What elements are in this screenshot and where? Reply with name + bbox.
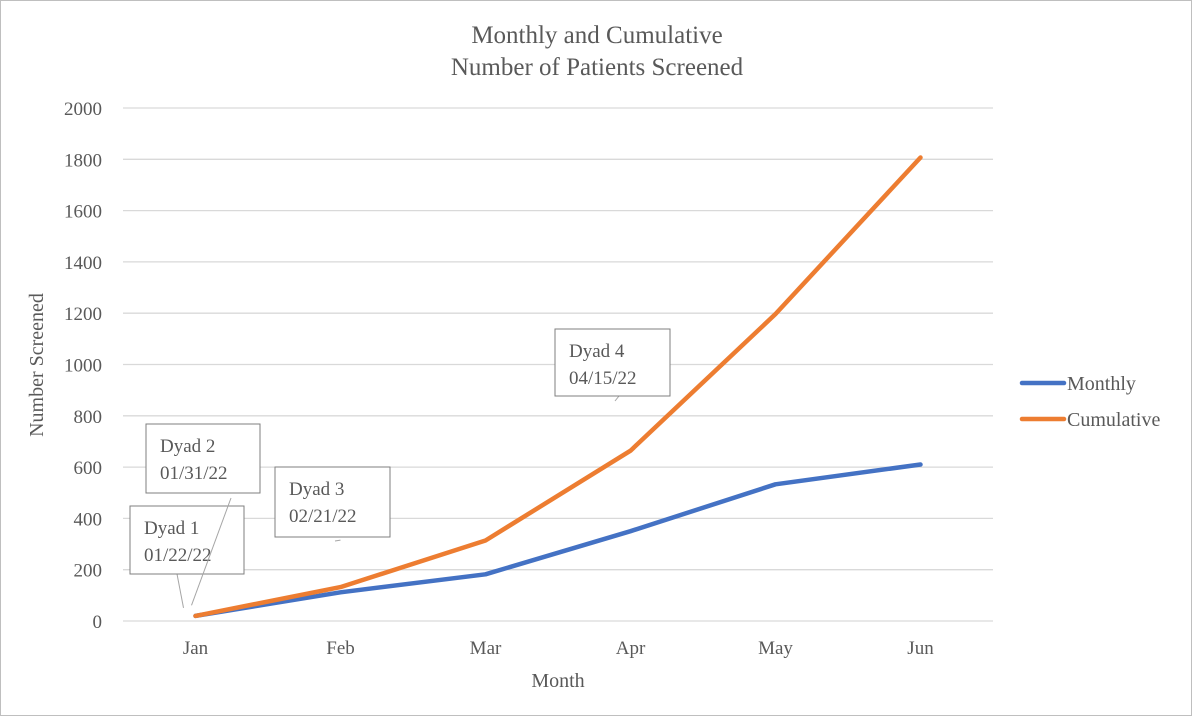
y-tick-label: 200 [74, 561, 103, 582]
x-tick-label: Mar [470, 638, 502, 659]
annotation-callout: Dyad 4 04/15/22 [555, 329, 670, 401]
y-tick-label: 0 [93, 612, 103, 633]
legend-label: Monthly [1067, 373, 1136, 395]
y-tick-label: 1000 [64, 356, 102, 377]
chart-title-line: Monthly and Cumulative [471, 22, 722, 49]
y-tick-label: 1800 [64, 150, 102, 171]
y-tick-label: 1400 [64, 253, 102, 274]
y-axis-ticks: 0 200 400 600 800 1000 1200 1400 1600 1800 2000 [64, 99, 102, 633]
annotation-leader-line [335, 540, 341, 541]
y-tick-label: 1200 [64, 304, 102, 325]
chart-title-line: Number of Patients Screened [451, 54, 744, 81]
annotation-text: 01/31/22 [160, 463, 228, 484]
y-axis-title: Number Screened [26, 293, 48, 437]
annotation-callout: Dyad 1 01/22/22 [130, 506, 244, 608]
annotation-text: 01/22/22 [144, 545, 212, 566]
x-tick-label: May [758, 638, 793, 659]
y-tick-label: 1600 [64, 202, 102, 223]
annotation-leader-line [177, 574, 184, 608]
y-tick-label: 600 [74, 458, 103, 479]
y-tick-label: 400 [74, 509, 103, 530]
legend-entry: Monthly [1022, 373, 1136, 395]
x-tick-label: Apr [616, 638, 646, 659]
x-axis-title: Month [531, 670, 584, 692]
x-tick-label: Jun [907, 638, 934, 659]
x-axis-ticks: Jan Feb Mar Apr May Jun [183, 638, 934, 659]
y-tick-label: 800 [74, 407, 103, 428]
legend-label: Cumulative [1067, 409, 1160, 431]
legend: Monthly Cumulative [1022, 373, 1160, 431]
legend-entry: Cumulative [1022, 409, 1160, 431]
y-tick-label: 2000 [64, 99, 102, 120]
annotation-text: Dyad 2 [160, 436, 215, 457]
annotation-text: Dyad 4 [569, 341, 625, 362]
chart-title: Monthly and Cumulative Number of Patients… [451, 22, 744, 81]
annotation-callout: Dyad 3 02/21/22 [275, 467, 390, 541]
annotation-text: Dyad 1 [144, 518, 199, 539]
annotation-text: 04/15/22 [569, 368, 637, 389]
annotation-text: 02/21/22 [289, 506, 357, 527]
x-tick-label: Jan [183, 638, 209, 659]
x-tick-label: Feb [326, 638, 355, 659]
annotation-text: Dyad 3 [289, 479, 344, 500]
